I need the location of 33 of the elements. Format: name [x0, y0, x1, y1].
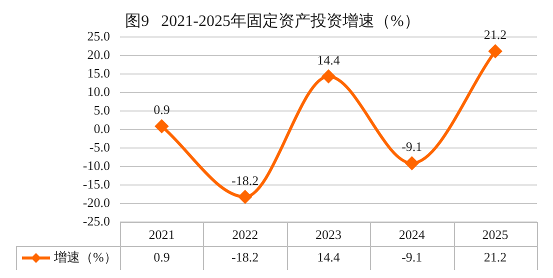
text: 14.4 — [317, 249, 340, 264]
y-tick-label: 0.0 — [94, 121, 110, 136]
text: 21.2 — [484, 249, 507, 264]
point — [155, 120, 168, 133]
chart-title: 图9 2021-2025年固定资产投资增速（%） — [125, 12, 420, 30]
x-tick-label: 2021 — [148, 227, 175, 242]
data-label: 14.4 — [317, 52, 340, 68]
y-tick-label: 5.0 — [94, 102, 110, 118]
y-tick-label: 20.0 — [87, 47, 110, 62]
y-tick-label: -25.0 — [82, 213, 110, 228]
data-label: -18.2 — [232, 172, 259, 188]
point — [238, 190, 252, 204]
y-tick-label: 15.0 — [87, 66, 110, 81]
y-tick-label: -10.0 — [82, 158, 110, 173]
y-tick-label: 10.0 — [87, 84, 110, 100]
y-tick-label: 25.0 — [87, 28, 110, 44]
x-tick-label: 2023 — [316, 227, 342, 242]
x-tick-label: 2024 — [398, 227, 426, 242]
point — [488, 44, 502, 58]
y-tick-label: -15.0 — [82, 176, 110, 192]
data-label: 0.9 — [154, 102, 170, 118]
text: -18.2 — [232, 249, 259, 264]
x-tick-label: 2025 — [482, 227, 508, 242]
text: -9.1 — [402, 249, 422, 264]
point — [405, 156, 418, 170]
y-tick-label: -5.0 — [89, 140, 110, 154]
y-tick-label: -20.0 — [82, 194, 110, 210]
data-label: -9.1 — [402, 139, 422, 154]
legend-label: 增速（%） — [53, 249, 117, 264]
point — [322, 70, 335, 83]
x-tick-label: 2022 — [232, 227, 258, 242]
data-label: 21.2 — [484, 27, 507, 42]
text: 0.9 — [154, 249, 170, 264]
